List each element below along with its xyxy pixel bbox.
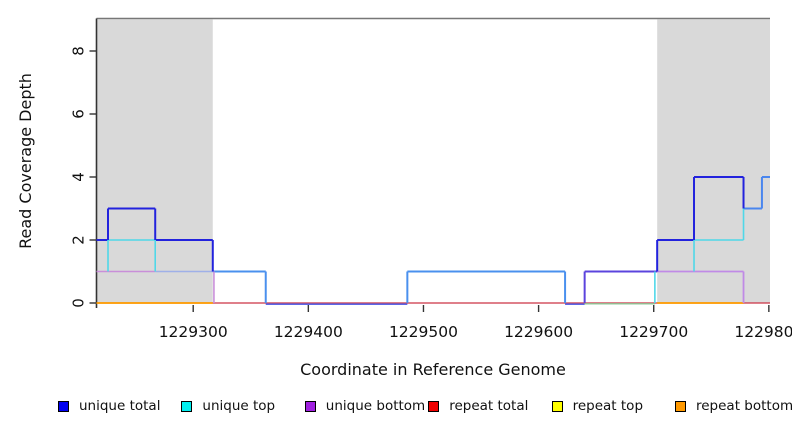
x-tick-label: 1229400 — [274, 323, 343, 341]
legend-swatch-repeat-bottom — [675, 400, 686, 412]
legend-item: repeat bottom — [675, 396, 792, 416]
legend-label: repeat bottom — [696, 398, 792, 414]
y-tick-label: 6 — [70, 109, 88, 119]
shaded-repeat-regions — [96, 19, 770, 303]
plot-frame — [95, 17, 770, 308]
y-tick-label: 0 — [70, 298, 88, 308]
y-tick-label: 4 — [70, 172, 88, 182]
legend-item: unique bottom — [304, 396, 426, 416]
legend-item: unique top — [181, 396, 275, 416]
x-axis-label: Coordinate in Reference Genome — [300, 360, 566, 379]
x-tick-label: 1229500 — [389, 323, 458, 341]
legend-label: repeat total — [449, 398, 529, 414]
x-tick-label: 1229300 — [159, 323, 228, 341]
y-tick-label: 8 — [70, 46, 88, 56]
legend-swatch-unique-total — [58, 400, 69, 412]
legend-swatch-repeat-top — [551, 400, 563, 412]
legend-swatch-repeat-total — [428, 400, 440, 412]
legend-item: repeat total — [428, 396, 528, 416]
x-tick-label: 1229800 — [734, 323, 792, 341]
y-axis-label: Read Coverage Depth — [16, 73, 35, 249]
repeat-region-shade — [657, 19, 770, 303]
legend: unique total unique top unique bottom repea… — [0, 396, 792, 422]
legend-label: unique total — [79, 398, 161, 414]
legend-item: repeat top — [551, 396, 644, 416]
axis-ticks: 0 2 4 6 8 1229300 1229400 1229500 1229600 1229700… — [70, 46, 792, 341]
legend-label: repeat top — [572, 398, 644, 414]
coverage-step-lines — [96, 176, 770, 306]
y-tick-label: 2 — [70, 235, 88, 245]
plot-area: 0 2 4 6 8 1229300 1229400 1229500 1229600 1229700… — [16, 17, 792, 379]
legend-swatch-unique-top — [181, 400, 193, 412]
x-tick-label: 1229700 — [619, 323, 688, 341]
legend-label: unique top — [202, 398, 276, 414]
x-tick-label: 1229600 — [504, 323, 573, 341]
legend-swatch-unique-bottom — [304, 400, 316, 412]
legend-item: unique total — [58, 396, 160, 416]
legend-label: unique bottom — [325, 398, 426, 414]
